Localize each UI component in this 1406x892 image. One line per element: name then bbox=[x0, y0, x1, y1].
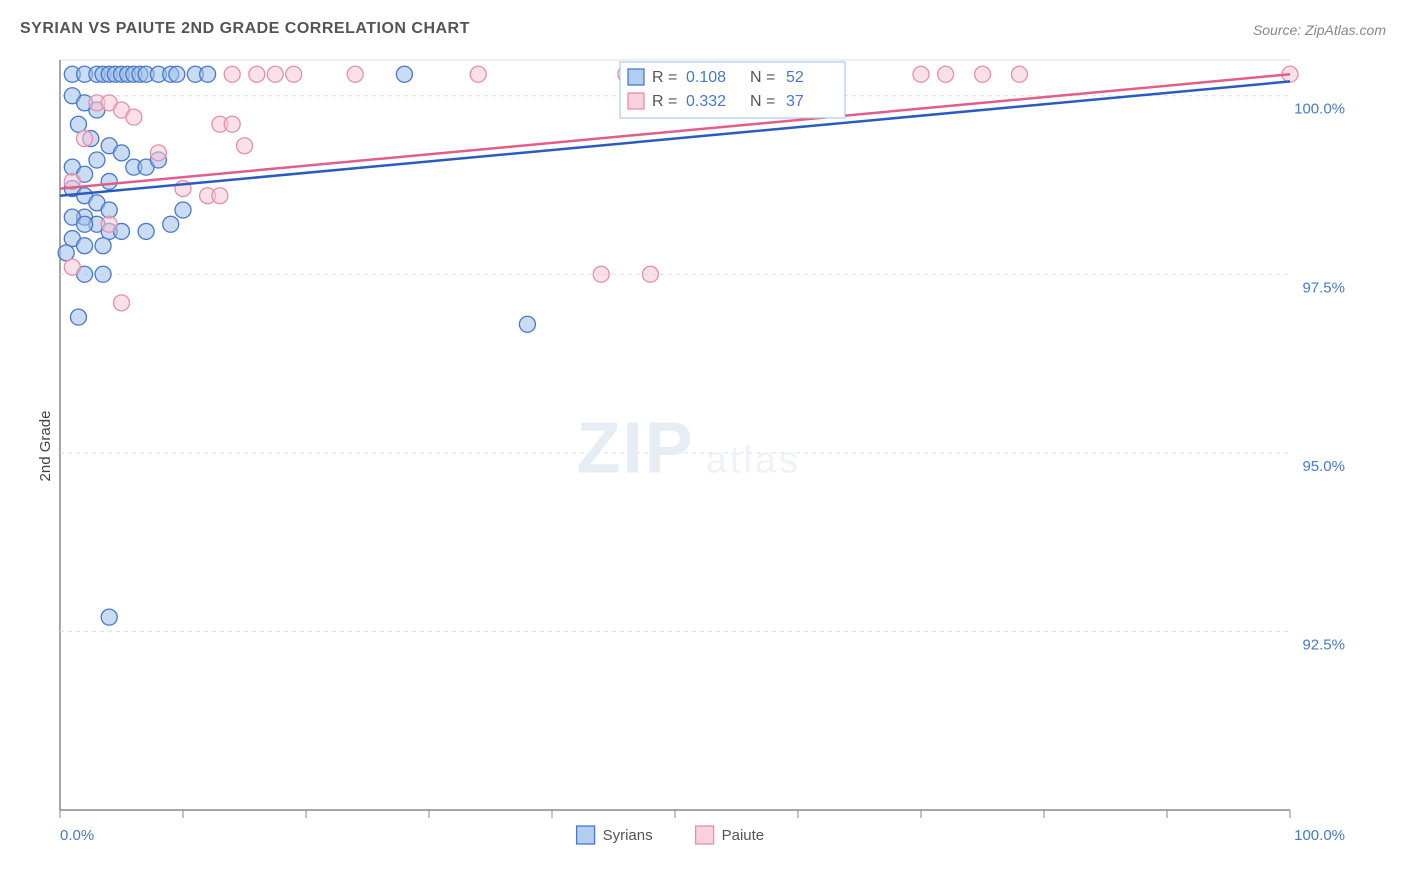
y-tick-label: 95.0% bbox=[1302, 458, 1345, 475]
scatter-chart: 92.5% 95.0% 97.5% 100.0% 0.0% 100.0% ZIP atlas R… bbox=[50, 50, 1386, 852]
watermark: atlas bbox=[706, 440, 801, 482]
data-point bbox=[77, 216, 93, 232]
chart-area: 92.5% 95.0% 97.5% 100.0% 0.0% 100.0% ZIP atlas R… bbox=[50, 50, 1386, 852]
data-point bbox=[237, 138, 253, 154]
data-point bbox=[70, 309, 86, 325]
data-point bbox=[95, 238, 111, 254]
legend-swatch bbox=[696, 826, 714, 844]
data-point bbox=[101, 216, 117, 232]
stats-r-label: R = bbox=[652, 69, 677, 86]
legend-label: Syrians bbox=[603, 827, 653, 844]
data-point bbox=[913, 66, 929, 82]
data-point bbox=[70, 116, 86, 132]
x-tick-label: 100.0% bbox=[1294, 827, 1345, 844]
data-point bbox=[249, 66, 265, 82]
data-point bbox=[101, 173, 117, 189]
data-point bbox=[101, 202, 117, 218]
stats-r-label: R = bbox=[652, 93, 677, 110]
data-point bbox=[126, 109, 142, 125]
data-point bbox=[114, 145, 130, 161]
data-point bbox=[163, 216, 179, 232]
data-point bbox=[101, 609, 117, 625]
legend-swatch bbox=[628, 69, 644, 85]
data-point bbox=[212, 188, 228, 204]
data-point bbox=[286, 66, 302, 82]
data-point bbox=[64, 259, 80, 275]
data-point bbox=[150, 145, 166, 161]
data-point bbox=[347, 66, 363, 82]
stats-n-value: 37 bbox=[786, 93, 804, 110]
data-point bbox=[175, 202, 191, 218]
data-point bbox=[169, 66, 185, 82]
data-point bbox=[1011, 66, 1027, 82]
watermark: ZIP bbox=[577, 409, 695, 489]
data-point bbox=[138, 223, 154, 239]
data-point bbox=[593, 266, 609, 282]
stats-r-value: 0.108 bbox=[686, 69, 726, 86]
chart-title: SYRIAN VS PAIUTE 2ND GRADE CORRELATION C… bbox=[20, 20, 470, 38]
data-point bbox=[267, 66, 283, 82]
data-point bbox=[224, 116, 240, 132]
data-point bbox=[396, 66, 412, 82]
legend-swatch bbox=[577, 826, 595, 844]
data-point bbox=[77, 131, 93, 147]
data-point bbox=[938, 66, 954, 82]
stats-n-label: N = bbox=[750, 93, 775, 110]
y-tick-label: 100.0% bbox=[1294, 101, 1345, 118]
data-point bbox=[642, 266, 658, 282]
stats-r-value: 0.332 bbox=[686, 93, 726, 110]
data-point bbox=[114, 295, 130, 311]
stats-n-label: N = bbox=[750, 69, 775, 86]
y-tick-label: 92.5% bbox=[1302, 636, 1345, 653]
stats-n-value: 52 bbox=[786, 69, 804, 86]
x-tick-label: 0.0% bbox=[60, 827, 94, 844]
data-point bbox=[975, 66, 991, 82]
source-label: Source: ZipAtlas.com bbox=[1253, 22, 1386, 38]
data-point bbox=[95, 266, 111, 282]
legend-label: Paiute bbox=[722, 827, 765, 844]
y-tick-label: 97.5% bbox=[1302, 279, 1345, 296]
legend-swatch bbox=[628, 93, 644, 109]
data-point bbox=[58, 245, 74, 261]
data-point bbox=[200, 66, 216, 82]
data-point bbox=[470, 66, 486, 82]
data-point bbox=[77, 238, 93, 254]
data-point bbox=[224, 66, 240, 82]
data-point bbox=[519, 316, 535, 332]
data-point bbox=[89, 152, 105, 168]
